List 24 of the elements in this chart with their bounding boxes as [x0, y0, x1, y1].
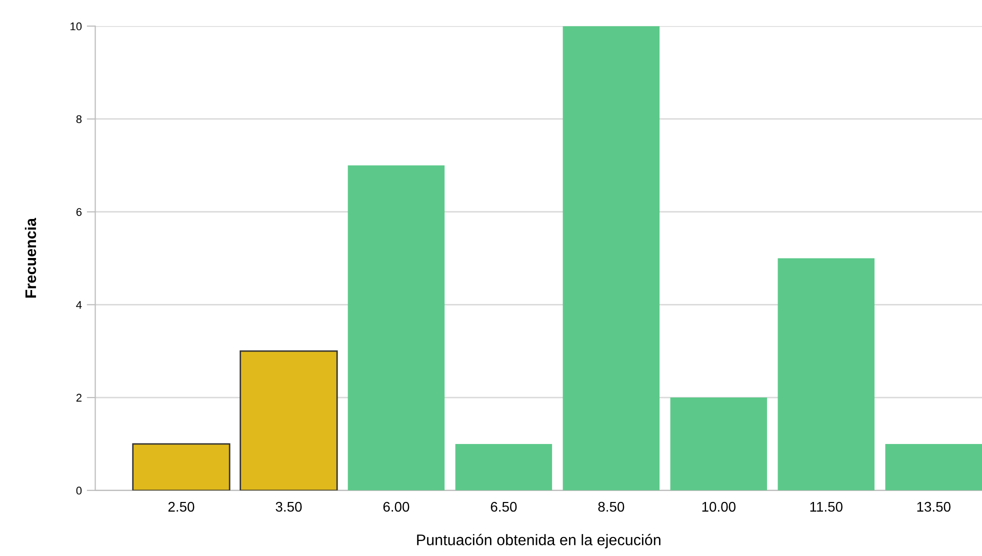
x-axis-title: Puntuación obtenida en la ejecución: [417, 534, 660, 548]
x-tick-label: 2.50: [168, 502, 194, 512]
y-tick-label: 4: [76, 301, 82, 309]
bar: [348, 165, 445, 490]
y-tick-label: 10: [70, 22, 82, 30]
y-tick-label: 8: [76, 115, 82, 124]
x-tick-label: 8.50: [598, 502, 624, 512]
x-tick-label: 6.50: [490, 502, 517, 512]
x-tick-label: 11.50: [810, 502, 842, 512]
bar: [778, 258, 875, 490]
bar: [885, 444, 982, 490]
bar: [562, 26, 660, 490]
bar: [132, 443, 230, 490]
y-tick-label: 0: [76, 486, 82, 495]
bar: [670, 398, 768, 490]
bar: [240, 350, 338, 490]
y-axis-title: Frecuencia: [24, 218, 36, 298]
x-tick-label: 6.00: [383, 502, 410, 512]
y-tick-label: 2: [76, 394, 82, 402]
bar: [455, 444, 552, 490]
y-tick-label: 6: [76, 208, 82, 216]
x-tick-label: 10.00: [702, 502, 736, 512]
x-tick-label: 13.50: [917, 502, 950, 512]
x-tick-label: 3.50: [276, 502, 302, 512]
